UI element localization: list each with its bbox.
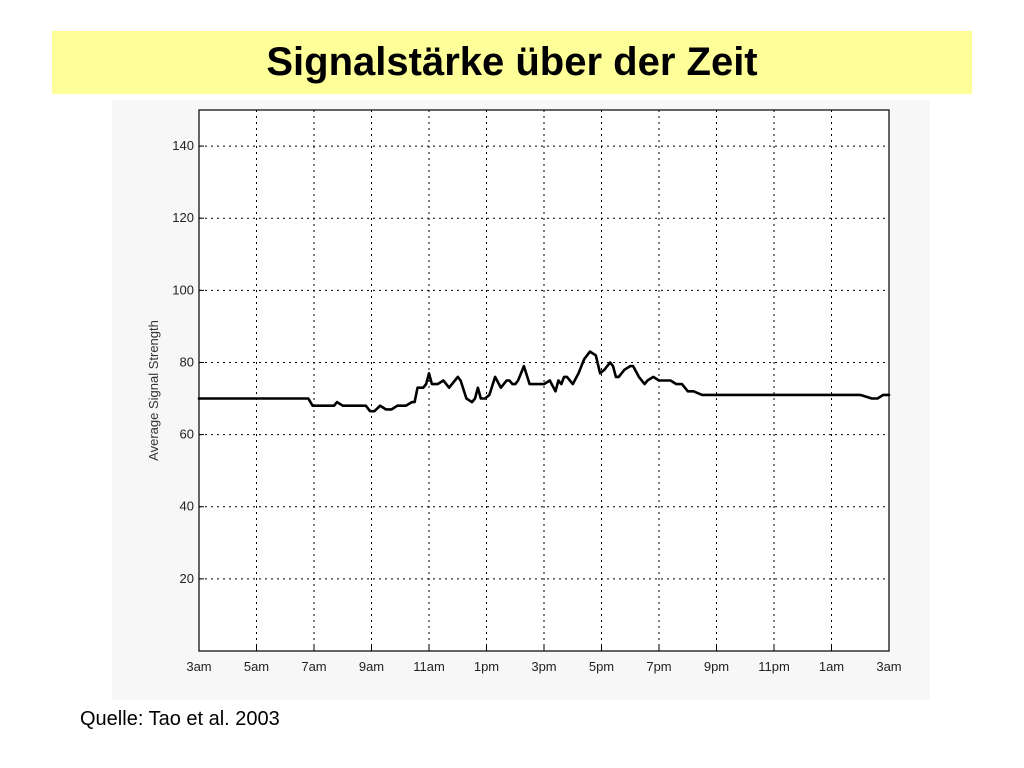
x-tick-label: 11pm — [758, 659, 790, 674]
x-tick-label: 11am — [413, 659, 445, 674]
grid-lines — [199, 110, 889, 651]
y-tick-label: 100 — [172, 282, 194, 297]
chart-area: 3am 5am 7am 9am 11am 1pm 3pm 5pm 7pm 9pm 11pm 1am 3a… — [112, 100, 930, 700]
y-tick-label: 120 — [172, 210, 194, 225]
signal-strength-chart: 3am 5am 7am 9am 11am 1pm 3pm 5pm 7pm 9pm 11pm 1am 3a… — [146, 109, 902, 674]
x-tick-label: 5pm — [589, 659, 614, 674]
y-tick-label: 60 — [180, 427, 194, 442]
axes — [198, 109, 890, 652]
x-tick-label: 9pm — [704, 659, 729, 674]
series-layer — [197, 350, 891, 413]
x-tick-label: 1am — [819, 659, 844, 674]
x-tick-label: 7pm — [646, 659, 671, 674]
x-tick-label: 3am — [186, 659, 211, 674]
series-line-0 — [197, 350, 891, 413]
y-tick-label: 20 — [180, 571, 194, 586]
x-tick-label: 7am — [301, 659, 326, 674]
plot-frame — [198, 109, 890, 652]
x-tick-label: 5am — [244, 659, 269, 674]
x-tick-label: 9am — [359, 659, 384, 674]
title-banner: Signalstärke über der Zeit — [52, 31, 972, 94]
y-axis-label: Average Signal Strength — [146, 320, 161, 461]
y-tick-label: 40 — [180, 499, 194, 514]
y-tick-label: 80 — [180, 354, 194, 369]
tick-labels: 3am 5am 7am 9am 11am 1pm 3pm 5pm 7pm 9pm 11pm 1am 3a… — [172, 138, 901, 674]
x-tick-label: 3am — [876, 659, 901, 674]
slide-title: Signalstärke über der Zeit — [266, 40, 758, 84]
y-tick-label: 140 — [172, 138, 194, 153]
source-citation: Quelle: Tao et al. 2003 — [80, 708, 280, 730]
x-tick-label: 1pm — [474, 659, 499, 674]
x-tick-label: 3pm — [531, 659, 556, 674]
